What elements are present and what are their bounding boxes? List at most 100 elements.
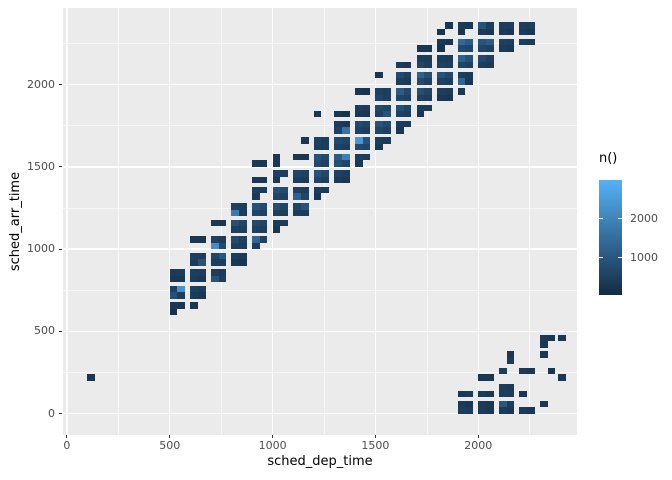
bin-tile: [342, 127, 350, 134]
bin-tile: [416, 88, 425, 95]
bin-tile: [293, 209, 301, 217]
bin-tile: [169, 308, 178, 315]
bin-tile: [300, 209, 309, 217]
bin-tile: [252, 203, 260, 210]
bin-tile: [362, 153, 371, 161]
bin-tile: [231, 242, 240, 250]
bin-tile: [395, 94, 404, 101]
bin-tile: [539, 341, 548, 348]
bin-tile: [272, 203, 281, 210]
bin-tile: [498, 367, 507, 375]
bin-tile: [231, 219, 240, 227]
bin-tile: [395, 88, 404, 95]
bin-tile: [539, 351, 548, 358]
gridline: [271, 8, 274, 435]
bin-tile: [424, 104, 432, 111]
bin-tile: [342, 137, 350, 144]
bin-tile: [300, 193, 309, 200]
bin-tile: [300, 203, 309, 210]
bin-tile: [485, 28, 494, 36]
bin-tile: [321, 137, 330, 144]
bin-tile: [362, 143, 371, 151]
bin-tile: [465, 407, 474, 414]
bin-tile: [457, 38, 466, 46]
bin-tile: [362, 120, 371, 128]
bin-tile: [437, 55, 445, 62]
bin-tile: [272, 193, 281, 200]
bin-tile: [313, 137, 322, 144]
bin-tile: [252, 226, 260, 233]
bin-tile: [485, 45, 494, 52]
gridline: [66, 8, 68, 435]
bin-tile: [457, 78, 466, 85]
bin-tile: [527, 28, 535, 36]
bin-tile: [506, 357, 515, 365]
bin-tile: [416, 104, 425, 111]
bin-tile: [485, 390, 494, 398]
bin-tile: [239, 252, 247, 260]
bin-tile: [478, 407, 486, 414]
bin-tile: [375, 104, 384, 111]
bin-tile: [403, 88, 412, 95]
bin-tile: [210, 275, 219, 283]
bin-tile: [375, 143, 384, 151]
bin-tile: [293, 203, 301, 210]
bin-tile: [354, 153, 363, 161]
bin-tile: [539, 334, 548, 342]
bin-tile: [527, 407, 535, 414]
bin-tile: [210, 236, 219, 243]
bin-tile: [383, 120, 391, 128]
bin-tile: [198, 259, 206, 266]
legend-tick-label: 1000: [630, 250, 658, 264]
bin-tile: [478, 390, 486, 398]
bin-tile: [457, 88, 466, 95]
gridline: [529, 8, 531, 435]
bin-tile: [437, 71, 445, 79]
bin-tile: [498, 384, 507, 391]
bin-tile: [239, 219, 247, 227]
bin-tile: [231, 236, 240, 243]
gridline: [63, 43, 577, 44]
bin-tile: [383, 104, 391, 111]
bin-tile: [334, 170, 342, 177]
bin-tile: [506, 28, 515, 36]
bin-tile: [177, 302, 186, 309]
bin-tile: [395, 127, 404, 134]
bin-tile: [313, 160, 322, 167]
bin-tile: [519, 28, 528, 36]
bin-tile: [478, 55, 486, 62]
x-tick-mark: [374, 435, 376, 438]
bin-tile: [437, 45, 445, 52]
bin-tile: [485, 61, 494, 69]
bin-tile: [383, 88, 391, 95]
bin-tile: [354, 160, 363, 167]
bin-tile: [478, 45, 486, 52]
bin-tile: [354, 88, 363, 95]
bin-tile: [403, 61, 412, 69]
bin-tile: [218, 259, 227, 266]
bin-tile: [478, 374, 486, 381]
gridline: [63, 125, 577, 127]
bin-tile: [334, 153, 342, 161]
bin-tile: [362, 127, 371, 134]
bin-tile: [293, 176, 301, 184]
bin-tile: [300, 170, 309, 177]
bin-tile: [403, 94, 412, 101]
bin-tile: [252, 209, 260, 217]
gridline: [63, 330, 577, 333]
bin-tile: [519, 22, 528, 29]
legend-tick-mark: [599, 218, 603, 220]
legend-tick-mark: [618, 218, 622, 220]
y-tick-mark: [59, 413, 62, 415]
bin-tile: [334, 160, 342, 167]
bin-tile: [383, 110, 391, 118]
bin-tile: [280, 193, 289, 200]
bin-tile: [190, 252, 199, 260]
bin-tile: [198, 285, 206, 293]
bin-tile: [375, 94, 384, 101]
bin-tile: [416, 45, 425, 52]
bin-tile: [519, 390, 528, 398]
bin-tile: [395, 71, 404, 79]
bin-tile: [210, 252, 219, 260]
bin-tile: [252, 236, 260, 243]
